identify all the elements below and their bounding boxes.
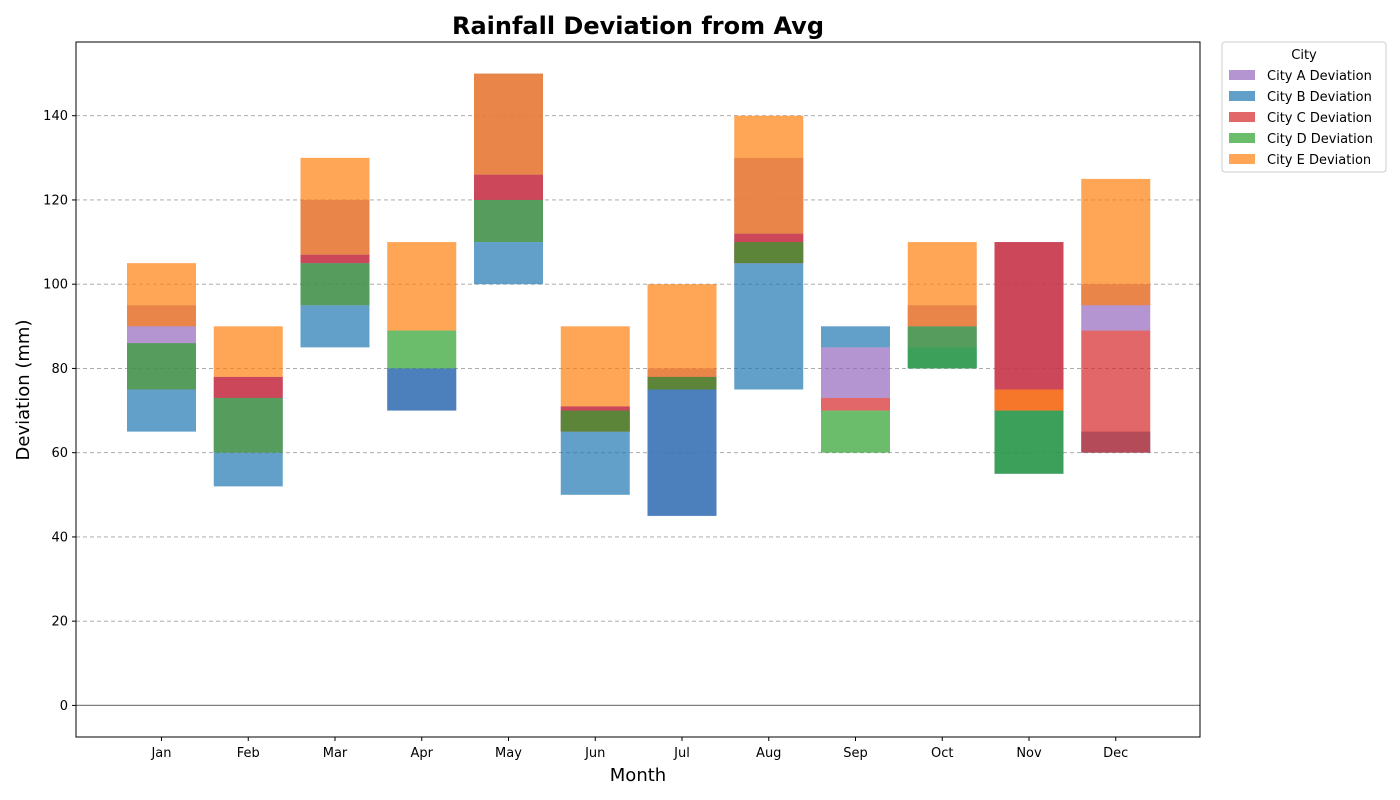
legend: City City A Deviation City B Deviation Cit… <box>1221 41 1387 173</box>
bar-series-1-sep <box>821 347 890 398</box>
legend-title: City <box>1291 48 1317 63</box>
x-tick-label: Sep <box>843 746 868 761</box>
legend-swatch <box>1229 154 1255 164</box>
legend-label: City D Deviation <box>1267 132 1373 147</box>
bar-series-4-mar <box>300 263 370 306</box>
y-axis-label: Deviation (mm) <box>13 320 34 461</box>
x-tick-label: Aug <box>756 746 781 761</box>
legend-label: City C Deviation <box>1267 111 1372 126</box>
bar-series-4-jan <box>127 343 196 390</box>
x-tick-label: Jan <box>150 746 171 761</box>
x-tick-label: Jul <box>673 746 690 761</box>
x-tick-label: Nov <box>1016 746 1042 761</box>
bar-series-2-mar <box>300 305 370 348</box>
bar-series-2-jun <box>560 431 630 495</box>
legend-swatch <box>1229 112 1255 122</box>
y-tick-label: 40 <box>51 530 68 545</box>
y-tick-label: 20 <box>51 615 68 630</box>
bar-series-5-apr <box>387 242 457 331</box>
y-tick-label: 60 <box>51 446 68 461</box>
bar-series-4-apr <box>387 330 457 369</box>
bar-series-2-feb <box>213 452 283 487</box>
x-tick-label: Mar <box>323 746 348 761</box>
bar-series-3-dec <box>1081 330 1151 453</box>
x-tick-label: Oct <box>931 746 953 761</box>
bar-series-4-oct <box>907 326 977 369</box>
bar-series-5-jun <box>560 326 630 407</box>
x-tick-label: Apr <box>411 746 434 761</box>
plot-area: 0 20 40 60 80 100 120 140 Jan Feb Mar Apr May Jun Jul A… <box>43 41 1201 761</box>
axes-frame <box>75 41 1201 738</box>
bar-series-5-dec <box>1081 178 1151 306</box>
y-tick-label: 0 <box>60 699 68 714</box>
bar-series-3-sep <box>821 397 890 411</box>
bar-series-4-may <box>474 199 543 243</box>
y-tick-label: 100 <box>43 278 68 293</box>
legend-swatch <box>1229 70 1255 80</box>
legend-frame <box>1221 41 1387 173</box>
bar-series-4-feb <box>213 397 283 453</box>
bar-series-5-oct <box>907 242 977 327</box>
bar-series-5-jan <box>127 263 196 327</box>
bar-series-5-mar <box>300 157 370 255</box>
x-tick-label: May <box>495 746 522 761</box>
bar-series-5-may <box>474 73 543 175</box>
bar-series-2-may <box>474 242 543 285</box>
bar-series-4-jun <box>560 410 630 432</box>
legend-swatch <box>1229 133 1255 143</box>
bar-series-3-feb <box>213 376 283 398</box>
y-tick-label: 80 <box>51 362 68 377</box>
bar-series-5-nov <box>994 389 1064 411</box>
x-tick-label: Jun <box>584 746 605 761</box>
bar-series-5-feb <box>213 326 283 377</box>
bar-series-2-apr <box>387 368 457 411</box>
legend-label: City A Deviation <box>1267 69 1372 84</box>
legend-label: City E Deviation <box>1267 153 1371 168</box>
legend-swatch <box>1229 91 1255 101</box>
bar-series-2-aug <box>734 263 804 390</box>
bar-series-2-jan <box>127 389 196 432</box>
bar-series-5-aug <box>734 115 804 234</box>
bar-series-4-nov <box>994 410 1064 474</box>
bar-series-4-aug <box>734 242 804 264</box>
bar-series-2-sep <box>821 326 890 348</box>
bar-series-3-nov <box>994 242 1064 411</box>
bar-series-2-jul <box>647 389 717 516</box>
x-tick-label: Dec <box>1103 746 1128 761</box>
y-tick-label: 120 <box>43 193 68 208</box>
y-tick-label: 140 <box>43 109 68 124</box>
bar-series-3-mar <box>300 254 370 264</box>
chart-title: Rainfall Deviation from Avg <box>452 12 824 40</box>
bar-series-4-jul <box>647 376 717 390</box>
x-axis-label: Month <box>610 765 666 786</box>
bar-series-5-jul <box>647 284 717 377</box>
x-tick-label: Feb <box>237 746 260 761</box>
legend-label: City B Deviation <box>1267 90 1372 105</box>
bar-series-3-may <box>474 174 543 200</box>
bar-series-4-sep <box>821 410 890 453</box>
